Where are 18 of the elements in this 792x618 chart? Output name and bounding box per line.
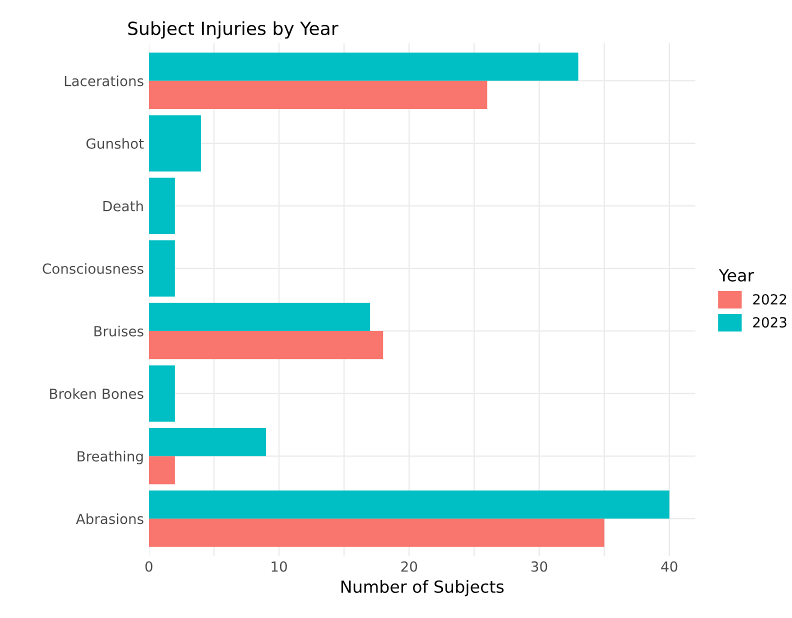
x-tick-label: 0 xyxy=(145,561,152,572)
y-tick-label: Lacerations xyxy=(64,76,144,86)
y-tick-label: Bruises xyxy=(94,326,144,336)
y-tick-label: Breathing xyxy=(78,450,143,464)
x-tick-label: 20 xyxy=(401,561,418,572)
y-tick-label: Gunshot xyxy=(86,138,144,149)
y-tick-label: Broken Bones xyxy=(50,388,144,400)
x-tick-label: 10 xyxy=(272,561,287,572)
x-tick-label: 40 xyxy=(661,561,678,572)
legend-label: 2022 xyxy=(753,294,786,305)
y-tick-label: Death xyxy=(103,200,143,212)
legend-title: Year xyxy=(718,269,754,282)
y-tick-label: Consciousness xyxy=(42,263,144,274)
chart-title: Subject Injuries by Year xyxy=(128,21,338,39)
x-axis-title: Number of Subjects xyxy=(341,580,504,596)
y-tick-label: Abrasions xyxy=(76,513,144,524)
legend-label: 2023 xyxy=(753,317,786,328)
x-tick-label: 30 xyxy=(531,561,548,572)
